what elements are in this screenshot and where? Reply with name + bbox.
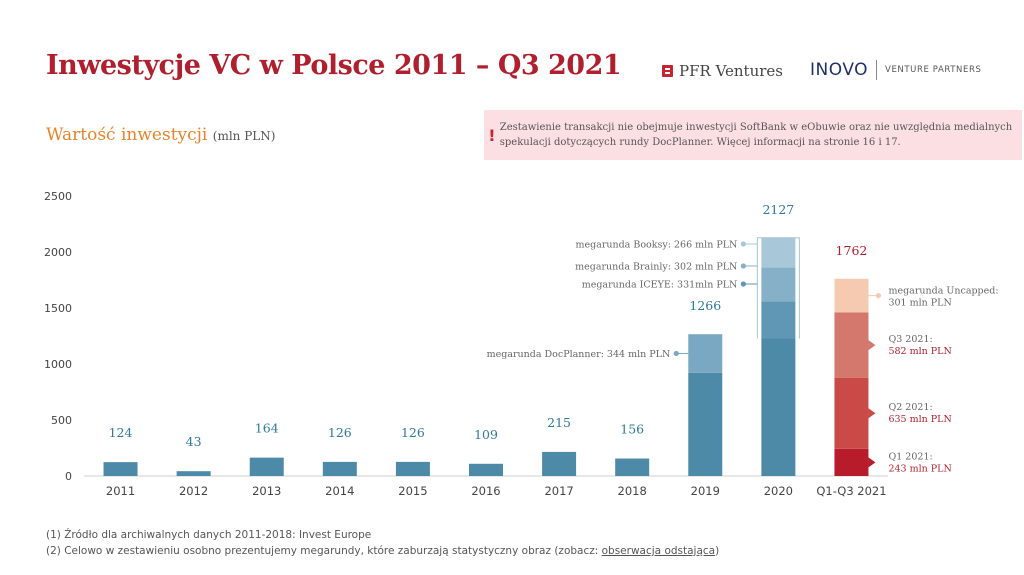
y-tick-label: 2500 [44, 190, 72, 203]
chart-subtitle: Wartość inwestycji (mln PLN) [46, 125, 275, 145]
quarter-label-line1: megarunda Uncapped: [888, 286, 998, 297]
bar-total-label: 156 [620, 422, 644, 437]
bar-2017 [542, 451, 577, 476]
quarter-label-line1: Q1 2021: [888, 451, 932, 462]
bar-total-label: 43 [186, 434, 202, 449]
bar-segment-Q1-Q3-2021-q2 [834, 377, 869, 449]
x-tick-label: 2014 [325, 484, 354, 498]
x-tick-label: 2011 [106, 484, 135, 498]
bar-segment-Q1-Q3-2021-q3 [834, 312, 869, 378]
y-tick-label: 1500 [44, 302, 72, 315]
y-tick-label: 1000 [44, 358, 72, 371]
bar-total-label: 164 [255, 421, 279, 436]
footnote-2: (2) Celowo w zestawieniu osobno prezentu… [46, 543, 719, 559]
inovo-logo-text: INOVO [810, 60, 869, 80]
bar-segment-2020-booksy [761, 237, 796, 268]
inovo-logo: INOVO VENTURE PARTNERS [810, 60, 981, 80]
inovo-logo-divider [876, 60, 878, 80]
bar-total-label: 2127 [762, 202, 794, 217]
bar-2014 [322, 461, 357, 476]
x-tick-label: Q1-Q3 2021 [816, 484, 886, 498]
bar-total-label: 1266 [689, 298, 721, 313]
quarter-label-line2: 582 mln PLN [888, 346, 951, 357]
bar-segment-Q1-Q3-2021-q1 [834, 448, 869, 476]
notice-text: Zestawienie transakcji nie obejmuje inwe… [499, 122, 1013, 148]
x-tick-label: 2013 [252, 484, 281, 498]
bar-2019 [688, 372, 723, 476]
annotation-arrow [868, 340, 876, 351]
bar-2012 [176, 471, 211, 476]
x-tick-label: 2012 [179, 484, 208, 498]
bar-2016 [469, 463, 503, 476]
bar-segment-2020-iceye [761, 301, 796, 339]
footnote-2-prefix: (2) Celowo w zestawieniu osobno prezentu… [46, 545, 602, 557]
quarter-label-line1: Q3 2021: [888, 334, 932, 345]
inovo-logo-subtext: VENTURE PARTNERS [885, 65, 982, 75]
bar-2018 [615, 458, 650, 476]
exclamation-icon: ! [488, 125, 496, 145]
bar-segment-2019-docplanner [688, 334, 723, 373]
x-tick-label: 2019 [691, 484, 720, 498]
quarter-label-line1: Q2 2021: [888, 402, 932, 413]
annotation-arrow [868, 457, 876, 468]
pfr-logo-text: PFR Ventures [679, 62, 783, 80]
quarter-label-line2: 635 mln PLN [888, 414, 951, 425]
x-tick-label: 2018 [618, 484, 647, 498]
x-tick-label: 2017 [544, 484, 573, 498]
bar-total-label: 1762 [836, 243, 868, 258]
footnote-1: (1) Źródło dla archiwalnych danych 2011-… [46, 529, 372, 541]
footnote-2-suffix: ) [715, 545, 720, 557]
bar-segment-Q1-Q3-2021-uncapped [834, 278, 869, 313]
bar-total-label: 126 [328, 425, 352, 440]
megaround-bracket [756, 237, 800, 339]
megaround-label: megarunda Booksy: 266 mln PLN [575, 240, 737, 251]
bar-total-label: 109 [474, 427, 498, 442]
quarter-label-line2: 301 mln PLN [888, 298, 951, 309]
page-title: Inwestycje VC w Polsce 2011 – Q3 2021 [46, 50, 622, 81]
megaround-label: megarunda ICEYE: 331mln PLN [582, 280, 738, 291]
bar-total-label: 124 [109, 425, 133, 440]
outlier-link[interactable]: obserwacja odstająca [601, 545, 716, 557]
bar-2011 [103, 462, 138, 476]
subtitle-text: Wartość inwestycji [46, 125, 208, 145]
x-tick-label: 2020 [764, 484, 793, 498]
bar-total-label: 126 [401, 425, 425, 440]
subtitle-unit: (mln PLN) [212, 129, 276, 143]
quarter-label-line2: 243 mln PLN [888, 463, 951, 474]
y-tick-label: 500 [51, 414, 72, 427]
bar-2015 [395, 461, 430, 476]
y-tick-label: 0 [65, 470, 72, 483]
annotation-arrow [868, 408, 876, 419]
bar-segment-2020-brainly [761, 267, 796, 302]
notice-box: ! Zestawienie transakcji nie obejmuje in… [484, 110, 1022, 160]
x-tick-label: 2015 [398, 484, 427, 498]
pfr-logo-icon [662, 65, 673, 77]
pfr-ventures-logo: PFR Ventures [662, 62, 783, 80]
annotation-dot [875, 293, 882, 299]
footnotes: (1) Źródło dla archiwalnych danych 2011-… [46, 527, 719, 559]
bar-total-label: 215 [547, 415, 571, 430]
y-tick-label: 2000 [44, 246, 72, 259]
megaround-label: megarunda DocPlanner: 344 mln PLN [487, 349, 671, 360]
bar-2013 [249, 457, 284, 476]
bar-2020 [761, 338, 796, 476]
x-tick-label: 2016 [471, 484, 500, 498]
megaround-label: megarunda Brainly: 302 mln PLN [575, 262, 737, 273]
